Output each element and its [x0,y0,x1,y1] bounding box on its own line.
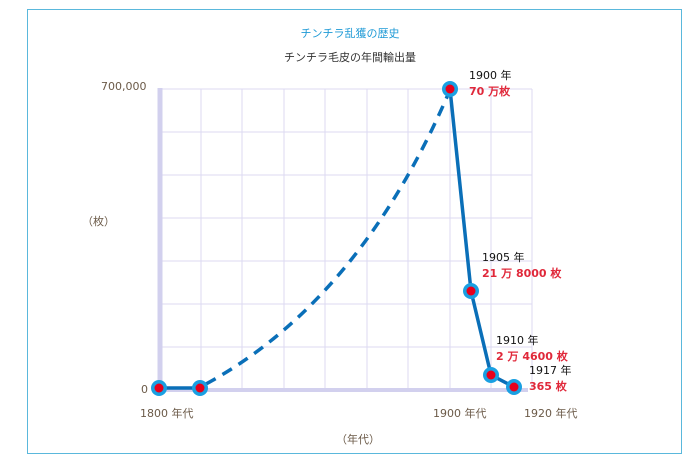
y-axis-label: （枚） [82,215,115,228]
annotation-value: 365 枚 [529,380,567,393]
data-markers [151,81,522,396]
annotation-value: 70 万枚 [469,85,511,98]
chart-subtitle: チンチラ毛皮の年間輸出量 [284,51,416,64]
annotation-value: 2 万 4600 枚 [496,350,568,363]
x-tick-1800: 1800 年代 [140,407,194,420]
annotation-1917: 1917 年 365 枚 [529,363,572,395]
y-tick-zero: 0 [141,383,148,396]
annotation-value: 21 万 8000 枚 [482,267,562,280]
annotation-1910: 1910 年 2 万 4600 枚 [496,333,568,365]
annotation-year: 1910 年 [496,334,539,347]
estimated-curve [205,89,452,386]
chart-frame [27,9,682,454]
y-tick-max: 700,000 [101,80,147,93]
grid [160,88,533,390]
annotation-year: 1917 年 [529,364,572,377]
chart-title: チンチラ乱獲の歴史 [300,27,400,40]
x-tick-1900: 1900 年代 [433,407,487,420]
annotation-1905: 1905 年 21 万 8000 枚 [482,250,561,282]
x-tick-1920: 1920 年代 [524,407,578,420]
annotation-1900: 1900 年 70 万枚 [469,68,512,100]
annotation-year: 1905 年 [482,251,525,264]
decline-line [448,88,515,389]
x-axis-label: （年代） [336,433,380,446]
annotation-year: 1900 年 [469,69,512,82]
